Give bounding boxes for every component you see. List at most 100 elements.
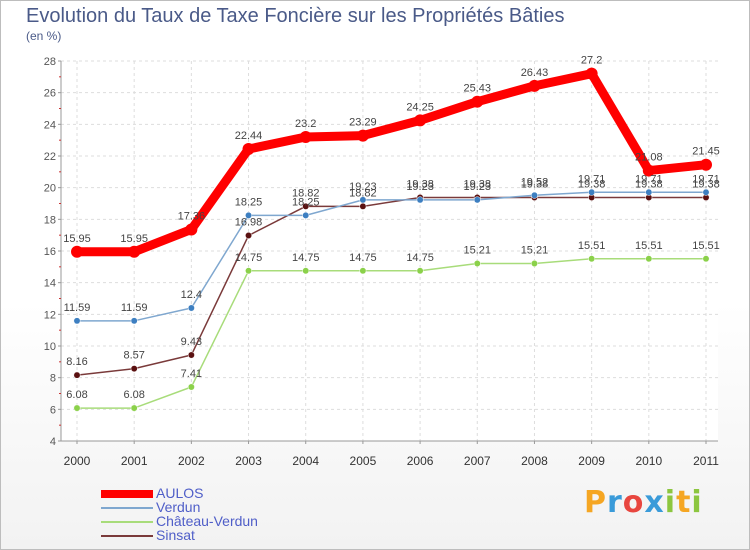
- data-label-ch-teau-verdun: 14.75: [235, 252, 263, 264]
- x-tick-label: 2010: [635, 454, 662, 468]
- data-point-ch-teau-verdun: [302, 267, 310, 275]
- data-label-sinsat: 19.38: [464, 178, 492, 190]
- logo-letter: x: [644, 485, 665, 520]
- data-label-aulos: 25.43: [464, 83, 492, 95]
- x-tick-label: 2011: [693, 454, 719, 468]
- data-point-sinsat: [359, 202, 367, 210]
- data-label-sinsat: 16.98: [235, 216, 263, 228]
- y-tick-label: 26: [44, 88, 56, 100]
- x-tick-label: 2004: [292, 454, 319, 468]
- data-label-sinsat: 19.38: [406, 178, 434, 190]
- x-tick-label: 2006: [407, 454, 434, 468]
- data-point-aulos: [299, 131, 312, 143]
- logo-letter: o: [622, 485, 645, 520]
- logo-letter: i: [691, 485, 703, 520]
- logo-letter: P: [584, 485, 607, 520]
- data-label-ch-teau-verdun: 6.08: [66, 389, 87, 401]
- y-tick-label: 16: [44, 246, 56, 258]
- series-line-sinsat: [76, 196, 706, 376]
- data-point-aulos: [242, 143, 255, 156]
- data-label-ch-teau-verdun: 14.75: [406, 252, 434, 264]
- y-tick-label: 14: [44, 278, 56, 290]
- data-point-verdun: [416, 196, 424, 204]
- line-chart: 4 6 8 10 12 14 16 18 20 22 24 26 28 2000 2001 2002 2003 2…: [44, 55, 720, 468]
- proxiti-logo: Proxiti: [584, 485, 703, 520]
- y-tick-label: 28: [44, 56, 56, 68]
- data-label-aulos: 17.36: [178, 210, 206, 222]
- data-point-sinsat: [245, 232, 252, 239]
- data-point-verdun: [531, 191, 538, 199]
- data-point-ch-teau-verdun: [359, 267, 367, 275]
- data-label-verdun: 18.25: [292, 196, 320, 208]
- data-label-sinsat: 9.43: [181, 336, 202, 348]
- logo-letter: r: [607, 485, 623, 520]
- x-tick-label: 2003: [235, 454, 262, 468]
- y-tick-label: 18: [44, 214, 56, 226]
- legend-label-chateau-verdun: Château-Verdun: [156, 513, 258, 529]
- data-label-ch-teau-verdun: 14.75: [292, 252, 320, 264]
- data-label-verdun: 19.52: [521, 176, 549, 188]
- y-tick-label: 8: [50, 373, 56, 385]
- data-point-aulos: [128, 245, 141, 258]
- y-tick-label: 24: [44, 119, 56, 131]
- data-point-sinsat: [73, 371, 81, 379]
- data-point-ch-teau-verdun: [245, 267, 252, 275]
- data-point-aulos: [414, 114, 427, 127]
- y-unit-label: (en %): [26, 29, 62, 43]
- data-point-verdun: [702, 188, 710, 196]
- x-tick-label: 2000: [64, 454, 91, 468]
- series-line-aulos: [77, 69, 707, 257]
- y-tick-label: 6: [50, 404, 56, 416]
- x-tick-label: 2009: [578, 454, 605, 468]
- data-point-ch-teau-verdun: [645, 255, 653, 263]
- data-label-aulos: 23.29: [349, 117, 377, 129]
- data-label-sinsat: 19.38: [635, 178, 663, 190]
- data-point-ch-teau-verdun: [187, 383, 195, 391]
- data-label-ch-teau-verdun: 15.51: [578, 240, 606, 252]
- data-point-sinsat: [302, 202, 310, 210]
- data-label-aulos: 15.95: [63, 233, 91, 245]
- data-point-verdun: [73, 317, 81, 325]
- data-label-verdun: 11.59: [121, 302, 148, 314]
- logo-letter: t: [676, 485, 692, 520]
- data-point-aulos: [585, 67, 598, 80]
- y-tick-label: 12: [44, 309, 56, 321]
- data-point-verdun: [588, 188, 596, 196]
- series-line-verdun: [77, 191, 706, 322]
- data-label-ch-teau-verdun: 15.51: [692, 240, 720, 252]
- data-point-verdun: [302, 211, 310, 219]
- data-point-ch-teau-verdun: [130, 404, 138, 412]
- data-label-verdun: 19.71: [635, 173, 663, 185]
- data-point-ch-teau-verdun: [473, 260, 481, 267]
- data-point-ch-teau-verdun: [588, 255, 596, 263]
- data-point-verdun: [473, 196, 481, 204]
- data-point-aulos: [700, 158, 712, 171]
- data-label-verdun: 12.4: [181, 289, 202, 301]
- data-point-aulos: [185, 223, 198, 236]
- data-label-ch-teau-verdun: 6.08: [123, 389, 144, 401]
- data-label-ch-teau-verdun: 15.21: [521, 245, 549, 257]
- data-point-ch-teau-verdun: [702, 255, 710, 263]
- data-label-verdun: 19.71: [692, 173, 720, 185]
- data-point-aulos: [528, 79, 541, 92]
- data-point-aulos: [356, 129, 369, 142]
- data-point-aulos: [71, 245, 83, 258]
- x-tick-label: 2001: [121, 454, 148, 468]
- data-label-verdun: 19.23: [349, 181, 377, 193]
- x-tick-label: 2007: [464, 454, 491, 468]
- data-label-sinsat: 19.38: [521, 178, 549, 190]
- data-label-aulos: 26.43: [521, 67, 549, 79]
- data-point-verdun: [245, 211, 252, 219]
- data-label-sinsat: 8.57: [123, 350, 144, 362]
- data-label-ch-teau-verdun: 14.75: [349, 252, 377, 264]
- data-label-verdun: 19.23: [464, 181, 492, 193]
- legend-swatch-verdun: [101, 507, 153, 509]
- data-label-aulos: 23.2: [295, 118, 316, 130]
- data-point-ch-teau-verdun: [531, 260, 538, 267]
- data-point-sinsat: [130, 365, 138, 373]
- data-label-aulos: 27.2: [581, 55, 602, 67]
- data-point-ch-teau-verdun: [416, 267, 424, 275]
- data-label-verdun: 19.71: [578, 173, 606, 185]
- data-point-verdun: [645, 188, 653, 196]
- data-point-verdun: [130, 317, 138, 325]
